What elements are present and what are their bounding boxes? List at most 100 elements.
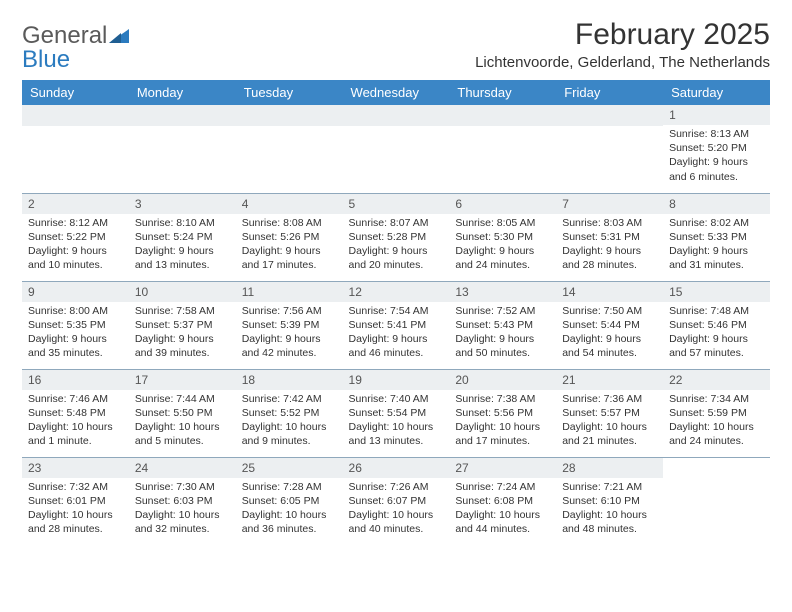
calendar-cell: 5Sunrise: 8:07 AMSunset: 5:28 PMDaylight… xyxy=(343,193,450,281)
day-number: 25 xyxy=(236,458,343,478)
sunrise-line: Sunrise: 7:58 AM xyxy=(135,304,230,318)
calendar-cell: 26Sunrise: 7:26 AMSunset: 6:07 PMDayligh… xyxy=(343,457,450,545)
calendar-cell: 17Sunrise: 7:44 AMSunset: 5:50 PMDayligh… xyxy=(129,369,236,457)
header: General Blue February 2025 Lichtenvoorde… xyxy=(22,18,770,72)
daylight-line: Daylight: 9 hours and 28 minutes. xyxy=(562,244,657,272)
calendar-cell: 12Sunrise: 7:54 AMSunset: 5:41 PMDayligh… xyxy=(343,281,450,369)
sunset-line: Sunset: 5:37 PM xyxy=(135,318,230,332)
daylight-line: Daylight: 10 hours and 48 minutes. xyxy=(562,508,657,536)
month-title: February 2025 xyxy=(475,18,770,52)
sunrise-line: Sunrise: 8:03 AM xyxy=(562,216,657,230)
sunset-line: Sunset: 5:28 PM xyxy=(349,230,444,244)
day-details: Sunrise: 7:48 AMSunset: 5:46 PMDaylight:… xyxy=(663,302,770,365)
calendar-cell: 15Sunrise: 7:48 AMSunset: 5:46 PMDayligh… xyxy=(663,281,770,369)
calendar-row: 2Sunrise: 8:12 AMSunset: 5:22 PMDaylight… xyxy=(22,193,770,281)
sunset-line: Sunset: 6:03 PM xyxy=(135,494,230,508)
sunset-line: Sunset: 5:35 PM xyxy=(28,318,123,332)
calendar-cell xyxy=(236,105,343,193)
day-details: Sunrise: 8:05 AMSunset: 5:30 PMDaylight:… xyxy=(449,214,556,277)
sunrise-line: Sunrise: 7:54 AM xyxy=(349,304,444,318)
day-number: 23 xyxy=(22,458,129,478)
day-details: Sunrise: 7:46 AMSunset: 5:48 PMDaylight:… xyxy=(22,390,129,453)
weekday-header: Tuesday xyxy=(236,80,343,105)
sunrise-line: Sunrise: 7:26 AM xyxy=(349,480,444,494)
weekday-header: Friday xyxy=(556,80,663,105)
calendar-cell: 18Sunrise: 7:42 AMSunset: 5:52 PMDayligh… xyxy=(236,369,343,457)
day-details: Sunrise: 8:07 AMSunset: 5:28 PMDaylight:… xyxy=(343,214,450,277)
calendar-cell xyxy=(129,105,236,193)
daylight-line: Daylight: 9 hours and 54 minutes. xyxy=(562,332,657,360)
empty-day-header xyxy=(449,105,556,126)
day-number: 24 xyxy=(129,458,236,478)
calendar-cell xyxy=(22,105,129,193)
daylight-line: Daylight: 9 hours and 17 minutes. xyxy=(242,244,337,272)
day-number: 21 xyxy=(556,370,663,390)
sunrise-line: Sunrise: 7:36 AM xyxy=(562,392,657,406)
weekday-header-row: SundayMondayTuesdayWednesdayThursdayFrid… xyxy=(22,80,770,105)
day-number: 15 xyxy=(663,282,770,302)
day-details: Sunrise: 7:42 AMSunset: 5:52 PMDaylight:… xyxy=(236,390,343,453)
daylight-line: Daylight: 10 hours and 13 minutes. xyxy=(349,420,444,448)
sunset-line: Sunset: 5:22 PM xyxy=(28,230,123,244)
day-details: Sunrise: 7:52 AMSunset: 5:43 PMDaylight:… xyxy=(449,302,556,365)
sunrise-line: Sunrise: 7:30 AM xyxy=(135,480,230,494)
sunset-line: Sunset: 5:39 PM xyxy=(242,318,337,332)
daylight-line: Daylight: 9 hours and 13 minutes. xyxy=(135,244,230,272)
sunrise-line: Sunrise: 7:28 AM xyxy=(242,480,337,494)
day-number: 13 xyxy=(449,282,556,302)
day-number: 19 xyxy=(343,370,450,390)
calendar-cell: 20Sunrise: 7:38 AMSunset: 5:56 PMDayligh… xyxy=(449,369,556,457)
sunrise-line: Sunrise: 7:42 AM xyxy=(242,392,337,406)
day-details: Sunrise: 7:50 AMSunset: 5:44 PMDaylight:… xyxy=(556,302,663,365)
day-number: 14 xyxy=(556,282,663,302)
daylight-line: Daylight: 10 hours and 36 minutes. xyxy=(242,508,337,536)
sunset-line: Sunset: 5:48 PM xyxy=(28,406,123,420)
day-details: Sunrise: 7:40 AMSunset: 5:54 PMDaylight:… xyxy=(343,390,450,453)
day-number: 8 xyxy=(663,194,770,214)
day-number: 5 xyxy=(343,194,450,214)
day-details: Sunrise: 8:00 AMSunset: 5:35 PMDaylight:… xyxy=(22,302,129,365)
day-details: Sunrise: 7:34 AMSunset: 5:59 PMDaylight:… xyxy=(663,390,770,453)
calendar-cell: 7Sunrise: 8:03 AMSunset: 5:31 PMDaylight… xyxy=(556,193,663,281)
day-number: 1 xyxy=(663,105,770,125)
logo-triangle-icon xyxy=(109,27,129,48)
sunrise-line: Sunrise: 7:38 AM xyxy=(455,392,550,406)
sunrise-line: Sunrise: 8:13 AM xyxy=(669,127,764,141)
sunset-line: Sunset: 5:24 PM xyxy=(135,230,230,244)
weekday-header: Monday xyxy=(129,80,236,105)
day-number: 28 xyxy=(556,458,663,478)
calendar-cell: 3Sunrise: 8:10 AMSunset: 5:24 PMDaylight… xyxy=(129,193,236,281)
daylight-line: Daylight: 10 hours and 40 minutes. xyxy=(349,508,444,536)
sunset-line: Sunset: 5:59 PM xyxy=(669,406,764,420)
location: Lichtenvoorde, Gelderland, The Netherlan… xyxy=(475,54,770,71)
sunrise-line: Sunrise: 8:12 AM xyxy=(28,216,123,230)
calendar-row: 9Sunrise: 8:00 AMSunset: 5:35 PMDaylight… xyxy=(22,281,770,369)
empty-day-header xyxy=(556,105,663,126)
day-details: Sunrise: 8:12 AMSunset: 5:22 PMDaylight:… xyxy=(22,214,129,277)
calendar-cell: 23Sunrise: 7:32 AMSunset: 6:01 PMDayligh… xyxy=(22,457,129,545)
sunrise-line: Sunrise: 8:02 AM xyxy=(669,216,764,230)
sunrise-line: Sunrise: 7:21 AM xyxy=(562,480,657,494)
calendar-cell: 1Sunrise: 8:13 AMSunset: 5:20 PMDaylight… xyxy=(663,105,770,193)
daylight-line: Daylight: 10 hours and 32 minutes. xyxy=(135,508,230,536)
sunset-line: Sunset: 6:05 PM xyxy=(242,494,337,508)
empty-day-header xyxy=(236,105,343,126)
logo: General Blue xyxy=(22,24,129,72)
calendar-cell: 21Sunrise: 7:36 AMSunset: 5:57 PMDayligh… xyxy=(556,369,663,457)
empty-day-header xyxy=(22,105,129,126)
daylight-line: Daylight: 9 hours and 46 minutes. xyxy=(349,332,444,360)
calendar-cell: 16Sunrise: 7:46 AMSunset: 5:48 PMDayligh… xyxy=(22,369,129,457)
daylight-line: Daylight: 10 hours and 21 minutes. xyxy=(562,420,657,448)
day-number: 12 xyxy=(343,282,450,302)
day-number: 7 xyxy=(556,194,663,214)
day-details: Sunrise: 8:02 AMSunset: 5:33 PMDaylight:… xyxy=(663,214,770,277)
sunset-line: Sunset: 5:52 PM xyxy=(242,406,337,420)
calendar-cell: 2Sunrise: 8:12 AMSunset: 5:22 PMDaylight… xyxy=(22,193,129,281)
day-details: Sunrise: 7:24 AMSunset: 6:08 PMDaylight:… xyxy=(449,478,556,541)
sunset-line: Sunset: 5:44 PM xyxy=(562,318,657,332)
day-number: 10 xyxy=(129,282,236,302)
calendar-cell: 24 Sunrise: 7:30 AMSunset: 6:03 PMDayligh… xyxy=(129,457,236,545)
sunset-line: Sunset: 5:33 PM xyxy=(669,230,764,244)
sunrise-line: Sunrise: 7:24 AM xyxy=(455,480,550,494)
sunset-line: Sunset: 5:46 PM xyxy=(669,318,764,332)
